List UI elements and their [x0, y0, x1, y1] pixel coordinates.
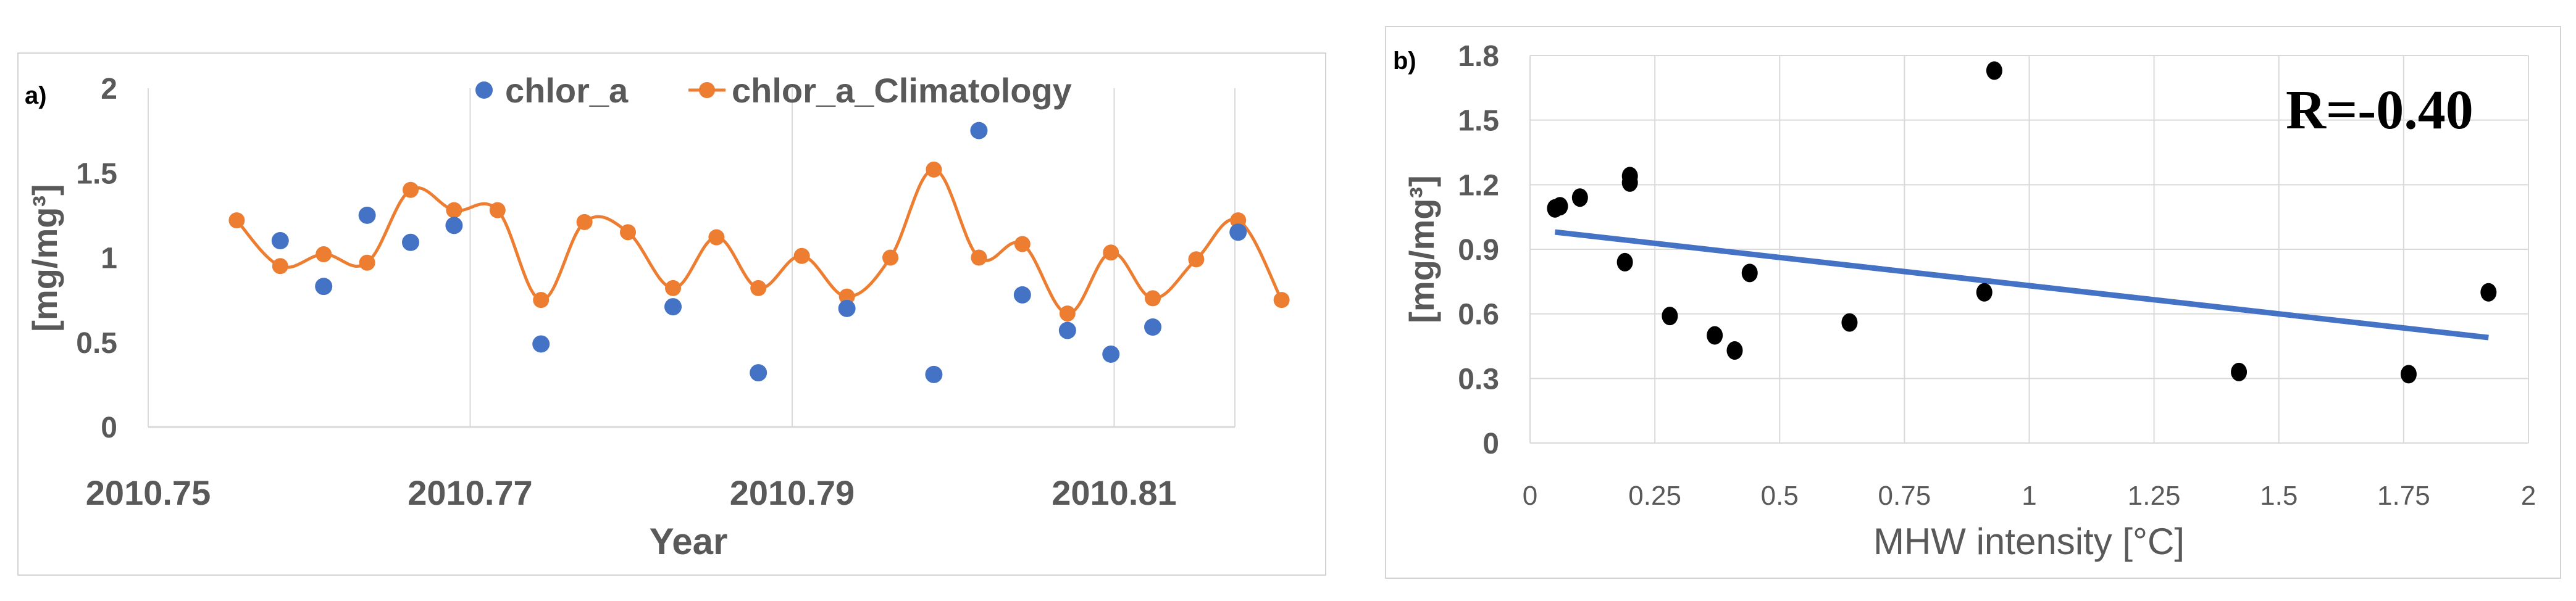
y-tick-label: 1.8: [1458, 40, 1499, 73]
scatter-point: [1707, 326, 1723, 345]
climatology-point: [665, 280, 682, 296]
y-tick-label: 1.2: [1458, 169, 1499, 202]
chlor-a-point: [271, 232, 289, 250]
climatology-point: [838, 288, 855, 305]
climatology-point: [316, 246, 332, 263]
climatology-point: [1103, 244, 1119, 261]
x-tick-label: 2010.75: [86, 473, 211, 512]
chlor-a-point: [750, 364, 767, 382]
scatter-point: [1986, 61, 2002, 80]
climatology-point: [1230, 212, 1247, 229]
panel-b: [1385, 26, 2561, 579]
climatology-point: [1273, 292, 1290, 309]
climatology-point: [971, 249, 987, 266]
scatter-point: [1621, 167, 1638, 186]
legend-climatology-marker: [699, 82, 715, 98]
legend-chlor-a-label: chlor_a: [505, 71, 629, 110]
chlor-a-point: [358, 206, 376, 224]
chlor-a-point: [1102, 345, 1120, 363]
chlor-a-point: [445, 217, 463, 234]
chlor-a-point: [970, 122, 988, 139]
y-tick-label: 1.5: [76, 157, 117, 190]
chlor-a-point: [1144, 318, 1162, 336]
x-tick-label: 0.75: [1878, 481, 1931, 511]
scatter-point: [1662, 307, 1678, 326]
x-axis-title: MHW intensity [°C]: [1873, 521, 2185, 562]
y-tick-label: 1: [101, 242, 117, 275]
chlor-a-point: [1058, 321, 1076, 339]
x-tick-label: 2010.79: [730, 473, 855, 512]
y-tick-label: 0: [101, 412, 117, 444]
chlor-a-point: [532, 335, 550, 353]
x-tick-label: 0.5: [1761, 481, 1799, 511]
y-axis-title: [mg/mg³]: [25, 184, 64, 332]
climatology-point: [359, 254, 375, 271]
x-tick-label: 2: [2521, 481, 2536, 511]
scatter-point: [1552, 197, 1568, 216]
climatology-point: [1014, 236, 1031, 252]
legend-chlor-a-marker: [475, 81, 493, 99]
scatter-point: [2231, 362, 2248, 381]
panel-a-label: a): [25, 82, 47, 109]
x-tick-label: 1.25: [2128, 481, 2181, 511]
x-tick-label: 1.5: [2260, 481, 2298, 511]
y-axis-title: [mg/mg³]: [1402, 175, 1441, 323]
climatology-point: [1059, 305, 1076, 322]
chlor-a-point: [402, 233, 420, 251]
scatter-point: [2480, 283, 2497, 302]
climatology-point: [533, 292, 550, 309]
chart-b: b) 0 0.25 0.5 0.75 1 1.25 1.5 1.75 2 0 0.3 0.6 0.9 1.2…: [1393, 40, 2536, 562]
x-tick-label: 1: [2022, 481, 2036, 511]
y-tick-label: 1.5: [1458, 105, 1499, 138]
x-axis-title: Year: [650, 521, 728, 562]
y-tick-label: 2: [101, 73, 117, 106]
climatology-point: [403, 181, 419, 198]
chlor-a-point: [664, 298, 682, 316]
scatter-point: [1741, 263, 1758, 283]
scatter-point: [1976, 283, 1993, 302]
chlor-a-point: [838, 299, 856, 317]
scatter-point: [1616, 252, 1633, 271]
y-tick-label: 0.5: [76, 327, 117, 360]
climatology-point: [882, 249, 899, 266]
y-tick-label: 0.9: [1458, 234, 1499, 267]
x-tick-label: 2010.81: [1052, 473, 1176, 512]
chlor-a-point: [1229, 223, 1247, 241]
correlation-annotation: R=-0.40: [2286, 80, 2474, 141]
climatology-point: [228, 212, 245, 229]
scatter-point: [1841, 313, 1858, 332]
legend-climatology-label: chlor_a_Climatology: [732, 71, 1072, 110]
climatology-point: [576, 213, 593, 230]
climatology-point: [708, 229, 725, 246]
chlor-a-point: [925, 365, 943, 383]
climatology-point: [1188, 251, 1205, 268]
trendline: [1554, 229, 2489, 341]
x-tick-label: 1.75: [2377, 481, 2430, 511]
climatology-point: [620, 224, 637, 241]
y-tick-label: 0.6: [1458, 299, 1499, 331]
climatology-point: [926, 161, 942, 178]
climatology-point: [793, 247, 810, 264]
chlor-a-point: [315, 278, 333, 296]
climatology-point: [489, 202, 506, 218]
scatter-point: [1726, 341, 1743, 360]
climatology-point: [446, 202, 462, 218]
climatology-point: [272, 258, 288, 275]
scatter-point: [2400, 365, 2417, 384]
x-tick-label: 2010.77: [408, 473, 532, 512]
x-tick-label: 0: [1523, 481, 1537, 511]
chart-a: a) 2010.75 2010.77 2010.79 2010.81 0 0.5 1 1.5 2 Y…: [25, 71, 1290, 562]
climatology-point: [750, 280, 767, 296]
scatter-point: [1571, 188, 1588, 207]
climatology-point: [1145, 290, 1161, 307]
y-tick-label: 0: [1482, 428, 1499, 460]
chlor-a-point: [1013, 286, 1031, 304]
y-tick-label: 0.3: [1458, 363, 1499, 396]
x-tick-label: 0.25: [1628, 481, 1681, 511]
panel-b-label: b): [1393, 48, 1416, 75]
